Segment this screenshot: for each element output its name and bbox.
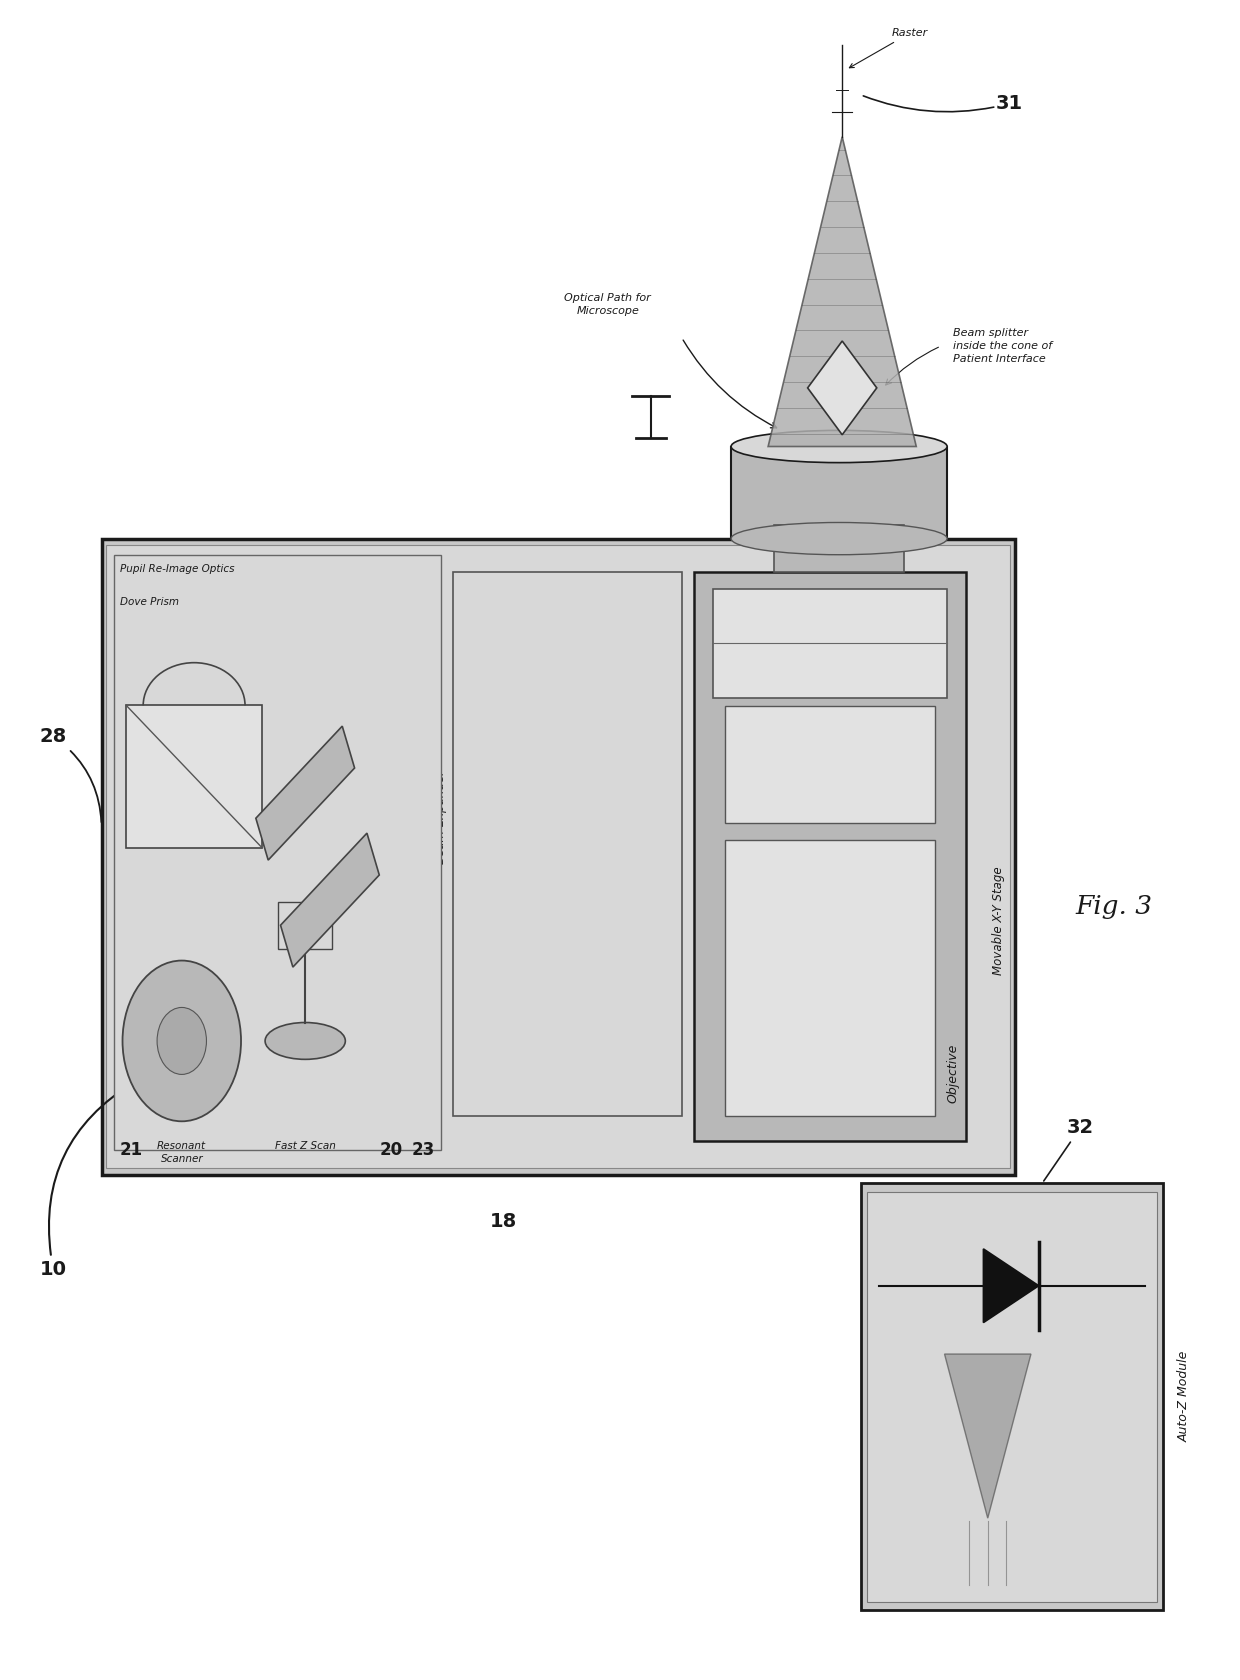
Polygon shape xyxy=(255,726,355,860)
Text: Dove Prism: Dove Prism xyxy=(120,596,179,606)
FancyBboxPatch shape xyxy=(694,573,966,1141)
Text: 21: 21 xyxy=(120,1141,143,1159)
FancyBboxPatch shape xyxy=(107,546,1011,1168)
FancyBboxPatch shape xyxy=(732,447,947,539)
Text: 28: 28 xyxy=(40,727,102,822)
Text: Beam splitter
inside the cone of
Patient Interface: Beam splitter inside the cone of Patient… xyxy=(954,328,1053,365)
Text: Movable X-Y Stage: Movable X-Y Stage xyxy=(992,867,1006,974)
Ellipse shape xyxy=(732,430,947,462)
FancyBboxPatch shape xyxy=(454,573,682,1116)
FancyBboxPatch shape xyxy=(278,902,332,949)
FancyBboxPatch shape xyxy=(725,706,935,823)
Text: 10: 10 xyxy=(40,1082,134,1280)
Text: Raster: Raster xyxy=(849,29,928,67)
Polygon shape xyxy=(945,1354,1030,1519)
Text: Pupil Re-Image Optics: Pupil Re-Image Optics xyxy=(120,564,234,573)
Text: Objective: Objective xyxy=(946,1043,960,1102)
Text: Fig. 3: Fig. 3 xyxy=(1075,894,1152,919)
Text: Beam Expander: Beam Expander xyxy=(434,769,448,864)
Text: 20: 20 xyxy=(379,1141,403,1159)
Polygon shape xyxy=(983,1248,1039,1322)
Ellipse shape xyxy=(732,522,947,554)
Circle shape xyxy=(123,961,241,1121)
FancyBboxPatch shape xyxy=(713,588,947,697)
Polygon shape xyxy=(126,706,262,848)
FancyBboxPatch shape xyxy=(114,556,441,1149)
Polygon shape xyxy=(280,833,379,968)
Text: 18: 18 xyxy=(490,1211,517,1231)
Text: Auto-Z Module: Auto-Z Module xyxy=(1178,1351,1190,1443)
Circle shape xyxy=(157,1008,207,1075)
FancyBboxPatch shape xyxy=(867,1191,1157,1601)
Text: 31: 31 xyxy=(996,94,1023,113)
FancyBboxPatch shape xyxy=(102,539,1016,1174)
Text: 32: 32 xyxy=(1044,1117,1094,1181)
Text: Fast Z Scan: Fast Z Scan xyxy=(275,1141,336,1151)
Text: Resonant
Scanner: Resonant Scanner xyxy=(157,1141,206,1164)
Ellipse shape xyxy=(265,1023,345,1060)
FancyBboxPatch shape xyxy=(725,840,935,1116)
Text: Optical Path for
Microscope: Optical Path for Microscope xyxy=(564,292,651,316)
FancyBboxPatch shape xyxy=(861,1183,1163,1609)
Text: 23: 23 xyxy=(412,1141,435,1159)
Polygon shape xyxy=(768,136,916,447)
Polygon shape xyxy=(807,341,877,435)
FancyBboxPatch shape xyxy=(774,526,904,573)
